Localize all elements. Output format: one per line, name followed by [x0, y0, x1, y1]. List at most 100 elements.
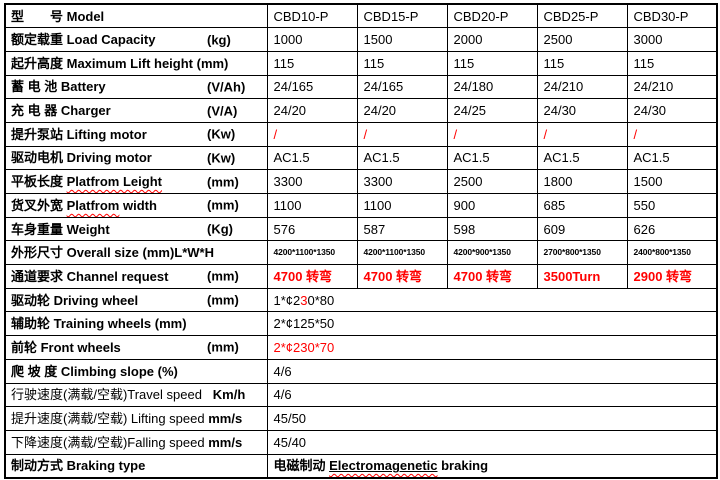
row-front-wheels: 前轮 Front wheels (mm) 2*¢230*70	[4, 335, 718, 360]
value-text: 1*¢2	[273, 292, 301, 308]
label-text: 前轮 Front wheels	[11, 339, 121, 355]
unit-label: (mm)	[207, 292, 239, 308]
label-text: mm/s	[208, 434, 243, 450]
value-cell-weight: 609	[536, 216, 628, 242]
value-cell-charger: 24/20	[356, 98, 448, 123]
value-cell-platform-width: 900	[446, 193, 538, 218]
label-text: 下降速度(满载/空载)Falling speed	[11, 434, 209, 450]
label-text: 制动方式 Braking type	[11, 458, 146, 474]
value-text: 45/50	[273, 411, 307, 427]
row-lifting-speed: 提升速度(满载/空载) Lifting speed mm/s 45/50	[4, 406, 718, 431]
value-cell-load-capacity: 3000	[626, 27, 718, 52]
label-text: 爬 坡 度 Climbing slope (%)	[11, 363, 178, 379]
unit-label: (Kw)	[207, 150, 236, 166]
value-cell-weight: 598	[446, 216, 538, 242]
value-cell-driving-wheel: 1*¢230*80	[266, 287, 718, 313]
unit-label: (mm)	[207, 174, 239, 190]
unit-label: (V/Ah)	[207, 79, 246, 95]
value-cell-overall-size: 4200*900*1350	[446, 240, 538, 266]
value-cell-driving-motor: AC1.5	[446, 145, 538, 171]
value-cell-platform-width: 685	[536, 193, 628, 218]
label-text: 提升速度(满载/空载) Lifting speed	[11, 411, 209, 427]
value-cell-battery: 24/165	[356, 74, 448, 100]
row-platform-width: 货叉外宽 Platfrom width (mm) 1100 1100 900 685 550	[4, 193, 718, 218]
value-cell-load-capacity: 2500	[536, 27, 628, 52]
value-cell-braking-type: 电磁制动 Electromagenetic braking	[266, 453, 718, 479]
value-cell-platform-width: 1100	[266, 193, 358, 218]
unit-label: (Kw)	[207, 126, 236, 142]
unit-label: (mm)	[207, 197, 239, 213]
row-falling-speed: 下降速度(满载/空载)Falling speed mm/s 45/40	[4, 429, 718, 455]
value-cell-lifting-motor: /	[446, 121, 538, 147]
value-text: 45/40	[273, 434, 307, 450]
value-cell-lifting-motor: /	[266, 121, 358, 147]
value-text: 3	[300, 292, 308, 308]
value-cell-battery: 24/210	[626, 74, 718, 100]
label-cell-lifting-motor: 提升泵站 Lifting motor (Kw)	[4, 121, 268, 147]
value-cell-channel-request: 3500Turn	[536, 264, 628, 289]
label-text: 驱动电机 Driving motor	[11, 150, 152, 166]
value-cell-travel-speed: 4/6	[266, 382, 718, 408]
value-text: braking	[437, 458, 489, 474]
model-header-cell: CBD25-P	[536, 3, 628, 29]
label-text: 充 电 器 Charger	[11, 103, 111, 119]
value-text: 4/6	[273, 387, 292, 403]
label-cell-driving-wheel: 驱动轮 Driving wheel (mm)	[4, 287, 268, 313]
label-text: 平板长度	[11, 174, 67, 190]
value-cell-charger: 24/30	[626, 98, 718, 123]
value-text: 电磁制动	[273, 458, 330, 474]
label-cell-load-capacity: 额定载重 Load Capacity (kg)	[4, 27, 268, 52]
value-cell-channel-request: 4700 转弯	[356, 264, 448, 289]
value-text: 4/6	[273, 363, 292, 379]
row-channel-request: 通道要求 Channel request (mm) 4700 转弯 4700 转弯 47…	[4, 264, 718, 289]
value-cell-load-capacity: 1000	[266, 27, 358, 52]
value-cell-lift-height: 115	[536, 50, 628, 76]
value-cell-driving-motor: AC1.5	[266, 145, 358, 171]
value-cell-battery: 24/210	[536, 74, 628, 100]
value-text: Electromagenetic	[329, 458, 437, 473]
label-cell-model: 型 号 Model	[4, 3, 268, 29]
row-overall-size: 外形尺寸 Overall size (mm)L*W*H 4200*1100*135…	[4, 240, 718, 266]
label-text: 外形尺寸 Overall size (mm)L*W*H	[11, 245, 214, 261]
value-cell-driving-motor: AC1.5	[356, 145, 448, 171]
value-cell-driving-motor: AC1.5	[536, 145, 628, 171]
label-text: Platfrom	[66, 197, 120, 213]
label-cell-lifting-speed: 提升速度(满载/空载) Lifting speed mm/s	[4, 406, 268, 431]
value-cell-platform-length: 1800	[536, 169, 628, 194]
label-cell-overall-size: 外形尺寸 Overall size (mm)L*W*H	[4, 240, 268, 266]
value-cell-load-capacity: 2000	[446, 27, 538, 52]
value-cell-channel-request: 4700 转弯	[266, 264, 358, 289]
label-text: mm/s	[208, 411, 243, 427]
value-cell-load-capacity: 1500	[356, 27, 448, 52]
label-cell-training-wheels: 辅助轮 Training wheels (mm)	[4, 311, 268, 337]
value-cell-driving-motor: AC1.5	[626, 145, 718, 171]
unit-label: (V/A)	[207, 103, 238, 119]
row-lift-height: 起升高度 Maximum Lift height (mm) 115 115 115 11…	[4, 50, 718, 76]
value-cell-platform-length: 2500	[446, 169, 538, 194]
label-cell-platform-width: 货叉外宽 Platfrom width (mm)	[4, 193, 268, 218]
label-cell-climbing-slope: 爬 坡 度 Climbing slope (%)	[4, 358, 268, 384]
label-cell-battery: 蓄 电 池 Battery (V/Ah)	[4, 74, 268, 100]
row-training-wheels: 辅助轮 Training wheels (mm) 2*¢125*50	[4, 311, 718, 337]
value-cell-overall-size: 4200*1100*1350	[266, 240, 358, 266]
document-page: 型 号 Model CBD10-P CBD15-P CBD20-P CBD25-P CBD…	[0, 3, 720, 480]
label-cell-lift-height: 起升高度 Maximum Lift height (mm)	[4, 50, 268, 76]
value-cell-platform-length: 3300	[266, 169, 358, 194]
unit-label: (Kg)	[207, 221, 233, 237]
unit-label: (mm)	[207, 268, 239, 284]
value-cell-platform-width: 550	[626, 193, 718, 218]
value-cell-front-wheels: 2*¢230*70	[266, 335, 718, 360]
value-cell-channel-request: 4700 转弯	[446, 264, 538, 289]
unit-label: (mm)	[207, 339, 239, 355]
label-text: Platfrom Leight	[66, 174, 162, 190]
value-cell-lift-height: 115	[626, 50, 718, 76]
label-cell-braking-type: 制动方式 Braking type	[4, 453, 268, 479]
label-text: 货叉外宽	[11, 197, 67, 213]
value-cell-falling-speed: 45/40	[266, 429, 718, 455]
value-cell-overall-size: 2400*800*1350	[626, 240, 718, 266]
label-cell-channel-request: 通道要求 Channel request (mm)	[4, 264, 268, 289]
model-header-cell: CBD20-P	[446, 3, 538, 29]
value-cell-battery: 24/180	[446, 74, 538, 100]
value-cell-lifting-motor: /	[626, 121, 718, 147]
label-cell-weight: 车身重量 Weight (Kg)	[4, 216, 268, 242]
